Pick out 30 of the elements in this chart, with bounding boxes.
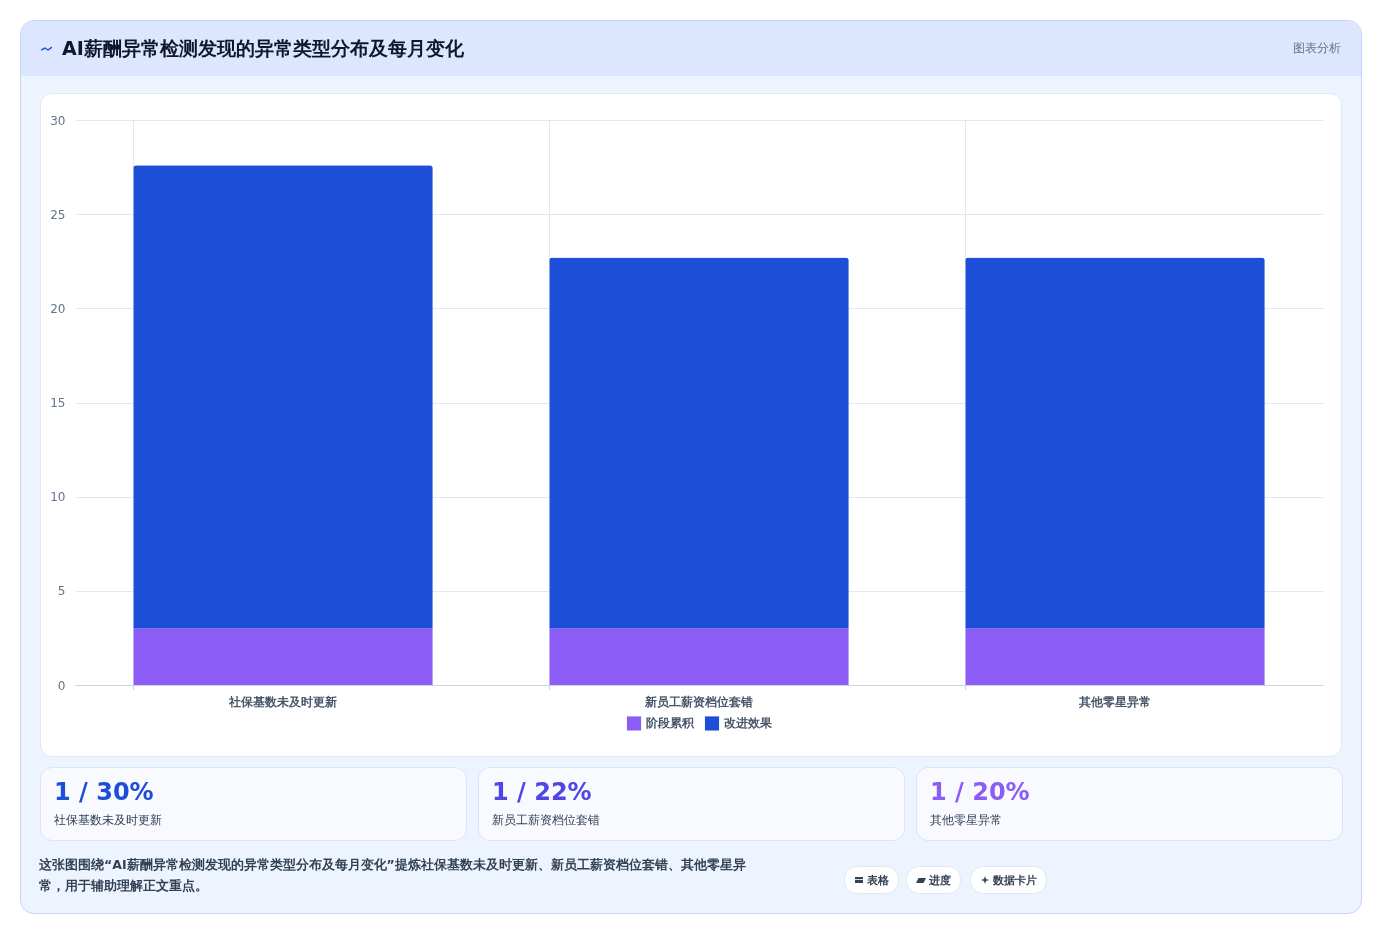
text: 数据卡片 — [993, 872, 1037, 888]
x-tick-label: 新员工薪资档位套错 — [644, 694, 753, 709]
text: 其他零星异常 — [930, 812, 1002, 829]
text: 1 / 20% — [930, 778, 1030, 806]
bar — [133, 628, 433, 685]
text: 1 / 30% — [54, 778, 154, 806]
y-tick-label: 5 — [57, 584, 66, 599]
text: 进度 — [929, 872, 951, 888]
x-tick-label: 其他零星异常 — [1078, 694, 1151, 709]
legend-label: 阶段累积 — [646, 716, 695, 731]
y-tick-label: 20 — [50, 301, 66, 316]
y-tick-label: 25 — [50, 207, 66, 222]
text: 这张图围绕“AI薪酬异常检测发现的异常类型分布及每月变化”提炼社保基数未及时更新、新员工薪资档位套错、其他零星异常，用于辅助理解正文重点。 — [39, 856, 747, 895]
bar — [549, 257, 849, 629]
text: 1 / 22% — [492, 778, 592, 806]
chart-title: AI薪酬异常检测发现的异常类型分布及每月变化 — [62, 35, 464, 61]
bar — [549, 628, 849, 685]
text: 图表分析 — [1293, 40, 1341, 57]
bar — [965, 257, 1265, 629]
text: 社保基数未及时更新 — [54, 812, 162, 829]
x-tick-label: 社保基数未及时更新 — [228, 694, 337, 709]
text: 新员工薪资档位套错 — [492, 812, 600, 829]
text: 表格 — [867, 872, 889, 888]
bar — [133, 165, 433, 629]
bar — [965, 628, 1265, 685]
y-tick-label: 15 — [50, 396, 66, 410]
y-tick-label: 10 — [50, 490, 66, 505]
legend-label: 改进效果 — [724, 716, 773, 731]
y-tick-label: 30 — [50, 113, 66, 128]
y-tick-label: 0 — [57, 678, 66, 693]
